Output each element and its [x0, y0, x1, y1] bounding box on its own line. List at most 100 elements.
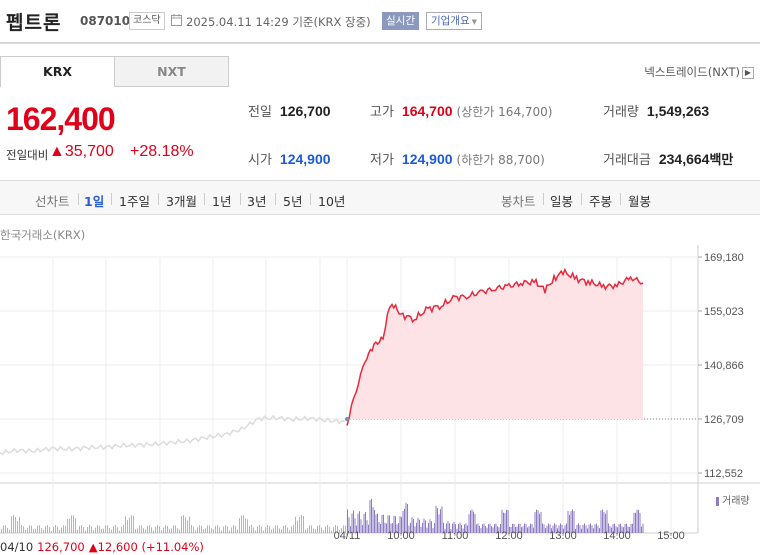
volume-bar [51, 530, 52, 533]
volume-bar [1, 528, 2, 533]
volume-bar [452, 523, 453, 533]
period-5y[interactable]: 5년 [283, 194, 303, 209]
volume-bar [570, 511, 572, 533]
volume-bar [398, 523, 399, 533]
divider [158, 193, 159, 205]
current-price: 162,400 [6, 101, 116, 137]
volume-bar [401, 517, 402, 533]
period-3m[interactable]: 3개월 [166, 194, 197, 209]
volume-bar [321, 527, 322, 533]
stock-name: 펩트론 [6, 12, 62, 34]
volume-bar [45, 526, 46, 533]
stat-label: 시가 [248, 153, 272, 168]
volume-bar [386, 523, 387, 533]
volume-bar [235, 525, 236, 533]
volume-bar [509, 526, 510, 533]
volume-bar [611, 527, 612, 533]
volume-bar [426, 527, 428, 533]
x-tick-label: 13:00 [549, 530, 577, 540]
stat-value: 126,700 [279, 103, 331, 119]
volume-bar [337, 526, 338, 533]
stock-header: 펩트론 087010 코스닥 2025.04.11 14:29 기준(KRX 장… [0, 0, 760, 44]
candle-monthly[interactable]: 월봉 [628, 194, 652, 209]
volume-bar [554, 523, 555, 533]
volume-bar [135, 529, 136, 533]
volume-bar [588, 524, 590, 533]
volume-bar [357, 513, 359, 533]
volume-bar [486, 527, 488, 533]
divider [111, 193, 112, 205]
volume-bar [163, 527, 164, 533]
volume-bar [603, 511, 605, 533]
upper-limit: (상한가 164,700) [457, 105, 553, 119]
prev-day-line [0, 414, 346, 456]
volume-bar [372, 507, 374, 533]
volume-bar [392, 523, 393, 533]
y-tick-label: 155,023 [704, 306, 744, 318]
volume-bar [231, 527, 232, 533]
volume-bar [35, 528, 36, 533]
volume-bar [147, 526, 148, 533]
volume-bar [455, 524, 456, 533]
realtime-badge[interactable]: 실시간 [382, 12, 419, 30]
overview-label: 기업개요 [431, 15, 470, 27]
volume-bar [608, 523, 609, 533]
nextrade-link[interactable]: 넥스트레이드(NXT) ▶ [644, 64, 754, 80]
volume-bar [227, 526, 228, 533]
volume-bar [395, 516, 396, 533]
volume-bar [371, 498, 372, 533]
volume-bar [259, 525, 260, 533]
volume-bar [354, 518, 356, 533]
volume-bar [239, 518, 240, 533]
volume-bar [437, 508, 438, 533]
volume-bar [79, 526, 80, 533]
volume-bar [343, 525, 344, 533]
volume-bar [606, 510, 608, 533]
volume-bar [69, 518, 70, 533]
volume-bar [522, 526, 524, 533]
period-1w[interactable]: 1주일 [119, 194, 150, 209]
volume-bar [551, 528, 552, 533]
volume-bar [591, 525, 593, 533]
volume-bar [542, 523, 543, 533]
volume-bar [89, 525, 90, 533]
volume-bar [479, 525, 480, 533]
volume-bar [73, 515, 74, 533]
candle-daily[interactable]: 일봉 [550, 194, 574, 209]
volume-bar [377, 513, 378, 533]
stat-high: 고가 164,700 (상한가 164,700) [370, 101, 552, 120]
volume-bar [521, 527, 522, 533]
volume-bar [462, 528, 464, 533]
volume-bar [471, 509, 473, 533]
divider [240, 193, 241, 205]
period-3y[interactable]: 3년 [247, 194, 267, 209]
period-10y[interactable]: 10년 [318, 194, 346, 209]
volume-bar [618, 524, 620, 533]
volume-bar [177, 528, 178, 533]
volume-bar [325, 526, 326, 533]
market-badge: 코스닥 [129, 12, 165, 30]
volume-bar [59, 530, 60, 533]
company-overview-dropdown[interactable]: 기업개요 ▼ [426, 12, 483, 30]
volume-bar [219, 527, 220, 533]
volume-bar [443, 522, 444, 533]
volume-bar [621, 526, 623, 533]
volume-bar [423, 518, 425, 533]
volume-bar [145, 529, 146, 533]
period-1y[interactable]: 1년 [212, 194, 232, 209]
candle-weekly[interactable]: 주봉 [589, 194, 613, 209]
x-tick-label: 11:00 [442, 530, 469, 540]
tab-krx[interactable]: KRX [0, 56, 115, 87]
volume-bar [416, 522, 417, 533]
price-chart[interactable]: 169,180 155,023 140,866 126,709 112,552 04/11… [0, 245, 760, 540]
volume-bar [65, 525, 66, 533]
volume-bar [137, 528, 138, 533]
period-1d[interactable]: 1일 [84, 194, 105, 209]
volume-bar [249, 525, 250, 533]
volume-bar [459, 522, 461, 533]
volume-bar [23, 526, 24, 533]
change-percent: +28.18% [130, 143, 194, 160]
tab-nxt[interactable]: NXT [114, 56, 229, 87]
volume-bar [179, 529, 180, 533]
volume-bar [11, 516, 12, 533]
